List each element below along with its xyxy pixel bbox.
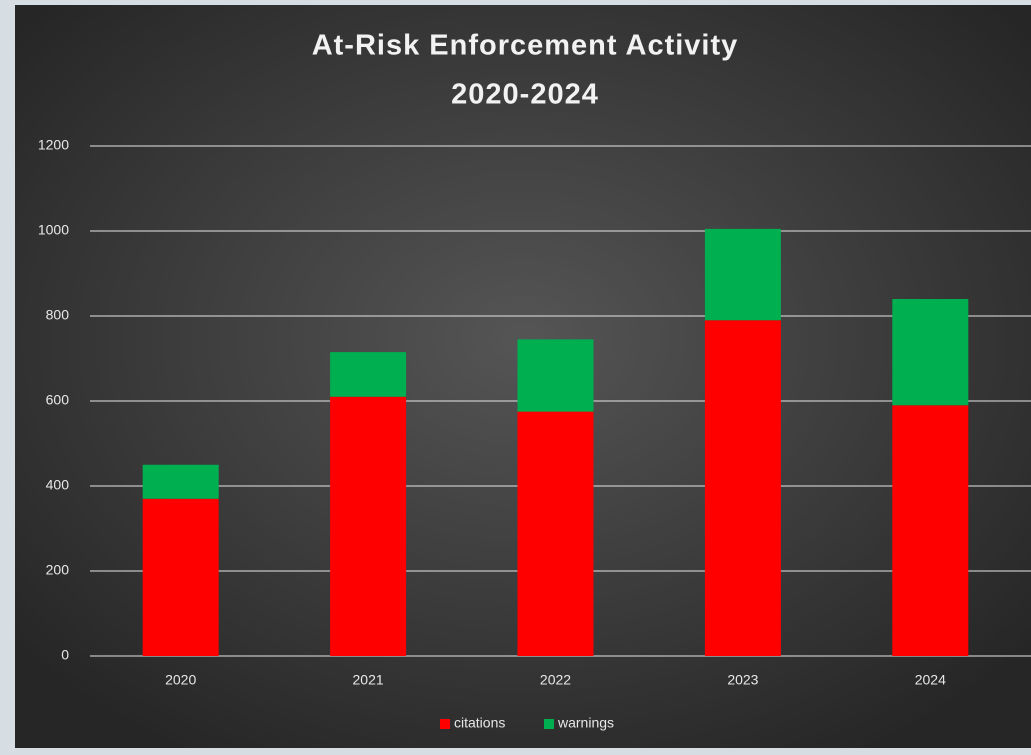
bar-segment [704, 320, 781, 656]
y-tick-label: 600 [46, 392, 70, 408]
bar-segment [892, 405, 969, 656]
bar-segment [517, 339, 594, 412]
y-tick-label: 1000 [38, 222, 69, 238]
bar-segment [892, 299, 969, 406]
y-tick-label: 400 [46, 477, 70, 493]
x-tick-label: 2024 [915, 672, 946, 688]
bar-segment [517, 411, 594, 656]
bar-segment [142, 498, 219, 656]
legend-label: citations [454, 715, 505, 731]
x-tick-label: 2022 [540, 672, 571, 688]
x-tick-label: 2023 [727, 672, 758, 688]
bar-segment [142, 464, 219, 499]
bar-segment [704, 228, 781, 321]
x-tick-label: 2020 [165, 672, 196, 688]
legend-swatch [544, 719, 554, 729]
y-tick-label: 1200 [38, 137, 69, 153]
legend-swatch [440, 719, 450, 729]
bar-segment [330, 352, 407, 397]
y-tick-label: 0 [61, 647, 69, 663]
y-tick-label: 800 [46, 307, 70, 323]
legend-label: warnings [557, 715, 614, 731]
x-tick-label: 2021 [353, 672, 384, 688]
bar-segment [330, 396, 407, 656]
chart-subtitle: 2020-2024 [451, 79, 599, 111]
y-tick-label: 200 [46, 562, 70, 578]
chart-title: At-Risk Enforcement Activity [312, 30, 739, 62]
